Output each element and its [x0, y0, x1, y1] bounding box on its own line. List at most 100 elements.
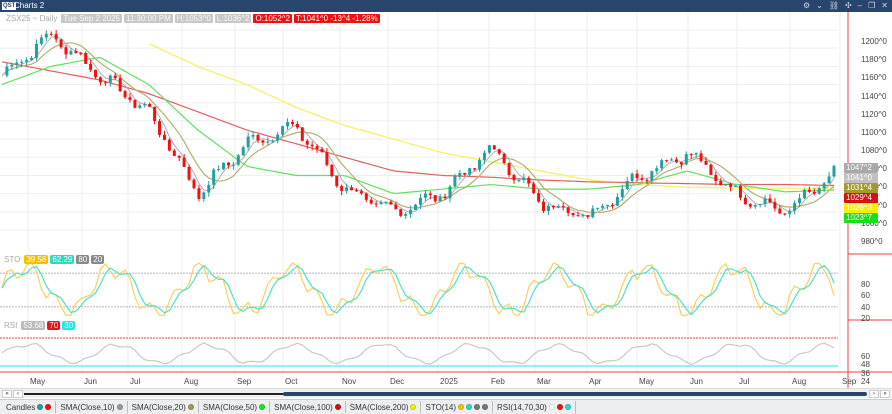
time-tick: Apr [589, 377, 602, 386]
price-tag: 1029^4 [844, 193, 878, 203]
price-tag: 1023^7 [844, 213, 878, 223]
legend-label: Candles [6, 402, 36, 412]
value-badge: 62.29 [50, 255, 75, 264]
chart-canvas[interactable] [0, 12, 892, 388]
time-tick: Jul [739, 377, 750, 386]
time-tick: Jul [130, 377, 141, 386]
time-tick: Jun [84, 377, 97, 386]
sto-pane-label: STO 39.58 62.29 80 20 [4, 255, 105, 264]
time-tick: Aug [792, 377, 807, 386]
legend-item[interactable]: SMA(Close,200) [346, 401, 422, 413]
color-dot-icon[interactable] [458, 404, 465, 410]
rsi-name: RSI [4, 321, 18, 330]
value-badge: 70 [47, 321, 61, 330]
color-dot-icon[interactable] [187, 404, 194, 410]
scroll-right-button[interactable]: › [869, 390, 879, 398]
window-controls: ⚙ ⌄ ⛓ ✣ ‒ ❐ ✕ [803, 0, 888, 12]
chart-scrollbar[interactable]: « ‹ › » [0, 388, 892, 398]
ohlc-infobar: ZSX25 ~ Daily Tue Sep 2 2025 11:30:00 PM… [4, 13, 380, 23]
price-tick: 1000^0 [861, 218, 887, 228]
price-tick: 980^0 [861, 237, 883, 246]
price-tick: 1120^0 [861, 109, 887, 119]
legend-label: RSI(14,70,30) [497, 402, 547, 412]
price-tick: 1080^0 [861, 146, 887, 156]
price-tag: 1026^3 [844, 203, 878, 213]
color-dot-icon[interactable] [37, 404, 44, 410]
rsi-pane-label: RSI 53.68 70 30 [4, 321, 76, 330]
legend-item[interactable]: SMA(Close,50) [199, 401, 271, 413]
color-dot-icon[interactable] [474, 404, 481, 410]
color-dot-icon[interactable] [556, 404, 563, 410]
legend-label: SMA(Close,20) [131, 402, 186, 412]
price-tag: 1041^0 [844, 173, 878, 183]
legend-item[interactable]: Candles [2, 401, 57, 413]
legend-label: SMA(Close,100) [274, 402, 333, 412]
sto-tick: 80 [861, 280, 870, 290]
color-dot-icon[interactable] [482, 404, 489, 410]
price-tag: 1047^2 [844, 163, 878, 173]
time-tick: Nov [342, 377, 357, 386]
time-tick: Mar [537, 377, 551, 386]
scroll-thumb[interactable] [283, 392, 867, 396]
date-label: Tue Sep 2 2025 [61, 13, 122, 23]
time-tick: Jun [690, 377, 703, 386]
scroll-left-button[interactable]: ‹ [13, 390, 23, 398]
legend-item[interactable]: SMA(Close,10) [56, 401, 128, 413]
window-titlebar: QST Charts 2 ⚙ ⌄ ⛓ ✣ ‒ ❐ ✕ [0, 0, 892, 12]
sto-tick: 40 [861, 302, 870, 312]
sto-name: STO [4, 255, 21, 264]
restore-icon[interactable]: ❐ [868, 1, 876, 10]
color-dot-icon[interactable] [259, 404, 266, 410]
sto-tick: 20 [861, 313, 870, 323]
legend-item[interactable]: RSI(14,70,30) [493, 401, 576, 413]
color-dot-icon[interactable] [466, 404, 473, 410]
time-tick: 2025 [440, 377, 458, 386]
time-tick: Feb [491, 377, 505, 386]
color-dot-icon[interactable] [116, 404, 123, 410]
rsi-tick: 60 [861, 352, 870, 361]
move-icon[interactable]: ✣ [844, 1, 852, 10]
value-badge: 30 [62, 321, 76, 330]
indicator-legend: Candles SMA(Close,10) SMA(Close,20) SMA(Clo… [0, 399, 892, 414]
minimize-icon[interactable]: ‒ [857, 1, 863, 10]
color-dot-icon[interactable] [564, 404, 571, 410]
price-tick: 1200^0 [861, 37, 887, 46]
time-tick: Aug [184, 377, 199, 386]
close-icon[interactable]: ✕ [881, 1, 888, 10]
color-dot-icon[interactable] [548, 404, 555, 410]
legend-label: SMA(Close,50) [202, 402, 258, 412]
sto-tick: 60 [861, 291, 870, 301]
high-label: H:1053^0 [174, 13, 213, 23]
price-tick: 1160^0 [861, 73, 887, 83]
last-label: T:1041^0 -13^4 -1.28% [293, 13, 380, 23]
chevron-down-icon[interactable]: ⌄ [816, 1, 823, 10]
value-badge: 80 [76, 255, 90, 264]
scroll-end-button[interactable]: » [880, 390, 890, 398]
color-dot-icon[interactable] [45, 404, 52, 410]
rsi-tick: 48 [861, 360, 870, 370]
gear-icon[interactable]: ⚙ [802, 1, 811, 10]
time-label: 11:30:00 PM [124, 13, 173, 23]
value-badge: 53.68 [21, 321, 46, 330]
price-tick: 1140^0 [861, 91, 887, 101]
color-dot-icon[interactable] [410, 404, 417, 410]
scroll-start-button[interactable]: « [2, 390, 12, 398]
color-dot-icon[interactable] [334, 404, 341, 410]
price-tag: 1031^4 [844, 183, 878, 193]
app-logo: QST [2, 2, 17, 10]
time-tick: Dec [390, 377, 405, 386]
time-tick: May [639, 377, 655, 386]
legend-item[interactable]: STO(14) [421, 401, 494, 413]
time-tick: Sep [237, 377, 252, 386]
legend-item[interactable]: SMA(Close,100) [270, 401, 346, 413]
price-tick: 1100^0 [861, 127, 887, 137]
low-label: L:1036^2 [214, 13, 252, 23]
scroll-track[interactable] [24, 393, 444, 395]
rsi-tick: 24 [861, 377, 870, 387]
value-badge: 20 [91, 255, 105, 264]
link-icon[interactable]: ⛓ [828, 1, 839, 10]
legend-item[interactable]: SMA(Close,20) [128, 401, 199, 413]
time-tick: Sep [842, 377, 857, 386]
value-badge: 39.58 [24, 255, 49, 264]
legend-label: STO(14) [425, 402, 457, 412]
